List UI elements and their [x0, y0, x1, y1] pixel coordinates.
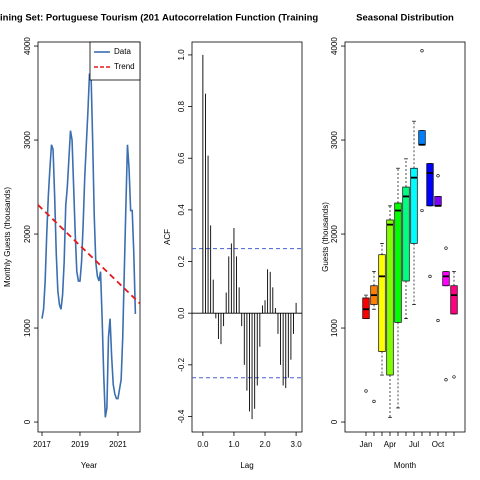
x-axis-label: Year — [81, 461, 98, 470]
y-tick-label: 4000 — [23, 37, 32, 55]
box — [386, 219, 394, 376]
outlier — [436, 318, 440, 323]
y-tick-label: -0.4 — [177, 409, 186, 423]
x-tick-label: 1.0 — [228, 440, 240, 449]
y-axis-label: Guests (thousands) — [321, 202, 330, 272]
legend-box — [89, 41, 141, 81]
y-tick-label: 0 — [330, 419, 339, 424]
box — [394, 202, 402, 323]
outlier — [444, 246, 448, 250]
box — [434, 196, 442, 207]
box — [362, 297, 370, 319]
outlier — [444, 378, 448, 382]
plot-box — [191, 41, 303, 433]
box — [378, 254, 386, 352]
plot-box — [37, 41, 141, 433]
y-tick-label: 3000 — [23, 131, 32, 149]
x-tick-label: 2019 — [71, 440, 89, 449]
x-tick-label: 0.0 — [197, 440, 209, 449]
x-tick-label: 2021 — [109, 440, 127, 449]
x-tick-label: 2.0 — [259, 440, 271, 449]
box — [402, 186, 410, 282]
y-tick-label: 0.4 — [177, 204, 186, 216]
x-tick-label: Jul — [409, 440, 419, 449]
box — [450, 285, 458, 315]
x-axis-label: Lag — [240, 461, 253, 470]
x-tick-label: Oct — [432, 440, 445, 449]
y-tick-label: 0.2 — [177, 255, 186, 267]
chart-title: Autocorrelation Function (Training — [162, 13, 318, 24]
outlier — [428, 274, 432, 278]
y-tick-label: 0.8 — [177, 100, 186, 112]
chart-title: ining Set: Portuguese Tourism (201 — [0, 13, 160, 24]
y-tick-label: 1000 — [330, 319, 339, 337]
y-tick-label: 3000 — [330, 131, 339, 149]
y-tick-label: 0 — [23, 419, 32, 424]
y-tick-label: -0.2 — [177, 357, 186, 371]
plot-box — [344, 41, 466, 433]
y-tick-label: 0.6 — [177, 152, 186, 164]
outlier — [372, 399, 376, 403]
box — [442, 271, 450, 287]
x-tick-label: Jan — [360, 440, 373, 449]
outlier — [452, 375, 456, 379]
x-tick-label: Apr — [384, 440, 397, 449]
y-axis-label: ACF — [163, 229, 172, 245]
legend-label: Trend — [114, 62, 135, 71]
outlier — [364, 389, 368, 393]
y-tick-label: 1000 — [23, 319, 32, 337]
series-line — [38, 204, 140, 305]
y-tick-label: 4000 — [330, 37, 339, 55]
y-axis-label: Monthly Guests (thousands) — [3, 187, 12, 287]
x-tick-label: 3.0 — [291, 440, 303, 449]
box — [418, 130, 426, 146]
legend-label: Data — [114, 47, 131, 56]
y-tick-label: 2000 — [330, 225, 339, 243]
x-tick-label: 2017 — [33, 440, 51, 449]
box — [426, 163, 434, 207]
outlier — [436, 174, 440, 178]
y-tick-label: 0.0 — [177, 307, 186, 319]
series-line — [41, 73, 137, 418]
box — [410, 167, 418, 244]
outlier — [420, 208, 424, 213]
y-tick-label: 1.0 — [177, 49, 186, 61]
x-axis-label: Month — [394, 461, 416, 470]
y-tick-label: 2000 — [23, 225, 32, 243]
outlier — [420, 49, 424, 53]
chart-title: Seasonal Distribution — [356, 13, 454, 24]
